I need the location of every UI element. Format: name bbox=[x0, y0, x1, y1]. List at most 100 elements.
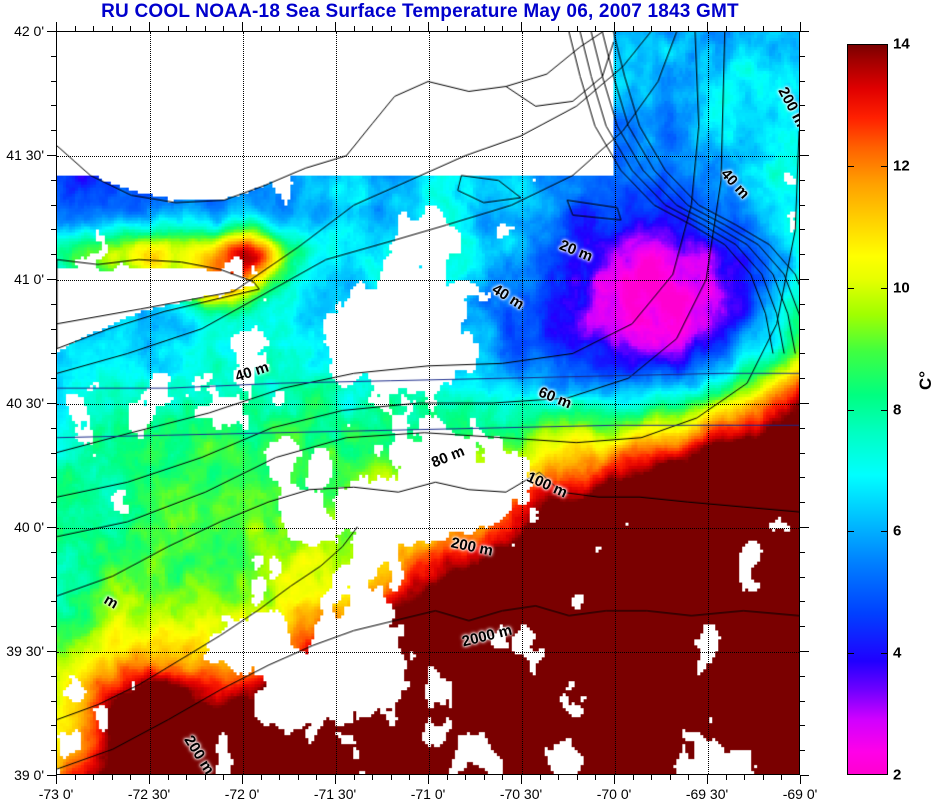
x-tick-minor bbox=[539, 775, 541, 780]
y-tick-minor bbox=[800, 626, 805, 628]
y-tick-minor bbox=[51, 551, 56, 553]
y-tick-minor bbox=[51, 303, 56, 305]
x-tick-minor bbox=[744, 26, 746, 31]
x-axis-tick-label: -70 0' bbox=[596, 786, 632, 802]
y-tick-major bbox=[47, 651, 56, 652]
y-tick-minor bbox=[51, 179, 56, 181]
x-tick-minor bbox=[204, 775, 206, 780]
y-tick-minor bbox=[51, 452, 56, 454]
y-tick-minor bbox=[51, 675, 56, 677]
colorbar-tick-label: 10 bbox=[893, 279, 910, 297]
y-tick-minor bbox=[800, 700, 805, 702]
y-tick-minor bbox=[800, 105, 805, 107]
y-tick-major bbox=[800, 279, 809, 280]
y-axis-tick-label: 40 0' bbox=[14, 519, 44, 535]
colorbar-tick bbox=[847, 165, 854, 167]
x-tick-minor bbox=[111, 26, 113, 31]
x-tick-minor bbox=[167, 775, 169, 780]
x-tick-minor bbox=[186, 26, 188, 31]
x-tick-minor bbox=[186, 775, 188, 780]
x-axis-tick-label: -72 0' bbox=[224, 786, 260, 802]
x-axis-tick-label: -71 30' bbox=[313, 786, 357, 802]
y-tick-minor bbox=[800, 477, 805, 479]
y-tick-minor bbox=[800, 179, 805, 181]
x-tick-minor bbox=[93, 26, 95, 31]
colorbar-tick bbox=[881, 165, 888, 167]
x-tick-major bbox=[56, 22, 57, 31]
x-tick-major bbox=[242, 775, 243, 784]
x-tick-minor bbox=[762, 775, 764, 780]
y-tick-minor bbox=[51, 55, 56, 57]
x-tick-minor bbox=[651, 26, 653, 31]
y-tick-minor bbox=[800, 130, 805, 132]
y-axis-tick-label: 42 0' bbox=[14, 23, 44, 39]
y-tick-minor bbox=[800, 502, 805, 504]
colorbar-tick bbox=[881, 531, 888, 533]
x-tick-major bbox=[521, 775, 522, 784]
x-tick-minor bbox=[558, 775, 560, 780]
x-tick-minor bbox=[260, 775, 262, 780]
x-tick-major bbox=[149, 775, 150, 784]
x-tick-minor bbox=[558, 26, 560, 31]
colorbar-tick-label: 4 bbox=[893, 644, 902, 662]
y-tick-minor bbox=[51, 750, 56, 752]
x-axis-tick-label: -69 0' bbox=[782, 786, 818, 802]
x-tick-minor bbox=[465, 775, 467, 780]
y-tick-minor bbox=[51, 130, 56, 132]
x-tick-minor bbox=[409, 26, 411, 31]
x-tick-minor bbox=[372, 26, 374, 31]
y-tick-minor bbox=[800, 204, 805, 206]
y-tick-minor bbox=[800, 675, 805, 677]
x-tick-major bbox=[335, 22, 336, 31]
y-tick-minor bbox=[51, 576, 56, 578]
y-axis-tick-label: 41 30' bbox=[6, 147, 44, 163]
x-tick-minor bbox=[74, 775, 76, 780]
y-tick-major bbox=[800, 775, 809, 776]
y-tick-minor bbox=[800, 750, 805, 752]
y-tick-minor bbox=[51, 601, 56, 603]
x-tick-minor bbox=[576, 775, 578, 780]
y-tick-major bbox=[47, 279, 56, 280]
colorbar-tick bbox=[847, 287, 854, 289]
x-tick-minor bbox=[632, 775, 634, 780]
colorbar-tick-label: 2 bbox=[893, 766, 902, 784]
y-tick-minor bbox=[800, 353, 805, 355]
y-tick-minor bbox=[800, 378, 805, 380]
y-tick-minor bbox=[800, 427, 805, 429]
y-tick-minor bbox=[51, 204, 56, 206]
x-tick-major bbox=[614, 22, 615, 31]
y-tick-minor bbox=[800, 303, 805, 305]
y-tick-minor bbox=[51, 477, 56, 479]
y-tick-minor bbox=[800, 55, 805, 57]
y-tick-minor bbox=[800, 328, 805, 330]
x-tick-minor bbox=[483, 26, 485, 31]
y-tick-major bbox=[47, 31, 56, 32]
x-tick-minor bbox=[279, 26, 281, 31]
y-tick-minor bbox=[51, 427, 56, 429]
x-tick-minor bbox=[595, 26, 597, 31]
x-tick-minor bbox=[390, 26, 392, 31]
y-tick-major bbox=[47, 155, 56, 156]
y-tick-minor bbox=[51, 328, 56, 330]
x-tick-major bbox=[707, 22, 708, 31]
y-tick-major bbox=[47, 403, 56, 404]
x-tick-minor bbox=[260, 26, 262, 31]
colorbar-tick bbox=[847, 653, 854, 655]
x-tick-minor bbox=[651, 775, 653, 780]
y-tick-major bbox=[800, 527, 809, 528]
y-tick-minor bbox=[51, 700, 56, 702]
x-tick-minor bbox=[781, 26, 783, 31]
x-tick-minor bbox=[502, 26, 504, 31]
y-tick-minor bbox=[800, 725, 805, 727]
x-tick-major bbox=[614, 775, 615, 784]
x-tick-major bbox=[428, 22, 429, 31]
y-tick-major bbox=[47, 775, 56, 776]
x-tick-minor bbox=[465, 26, 467, 31]
y-tick-minor bbox=[800, 576, 805, 578]
y-tick-minor bbox=[51, 80, 56, 82]
x-tick-minor bbox=[353, 26, 355, 31]
x-tick-minor bbox=[762, 26, 764, 31]
y-tick-minor bbox=[51, 353, 56, 355]
y-tick-major bbox=[800, 651, 809, 652]
